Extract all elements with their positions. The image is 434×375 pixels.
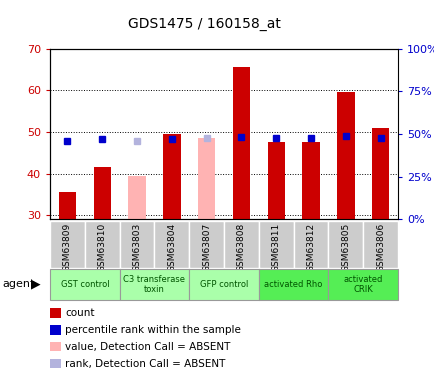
FancyBboxPatch shape <box>224 221 258 268</box>
Text: count: count <box>65 308 95 318</box>
Text: GDS1475 / 160158_at: GDS1475 / 160158_at <box>128 17 280 31</box>
FancyBboxPatch shape <box>50 269 119 300</box>
FancyBboxPatch shape <box>119 269 189 300</box>
FancyBboxPatch shape <box>85 221 119 268</box>
FancyBboxPatch shape <box>293 221 328 268</box>
Bar <box>371 128 388 219</box>
FancyBboxPatch shape <box>362 221 397 268</box>
FancyBboxPatch shape <box>50 221 85 268</box>
FancyBboxPatch shape <box>154 221 189 268</box>
FancyBboxPatch shape <box>189 221 224 268</box>
Text: value, Detection Call = ABSENT: value, Detection Call = ABSENT <box>65 342 230 352</box>
Text: rank, Detection Call = ABSENT: rank, Detection Call = ABSENT <box>65 359 225 369</box>
Text: GSM63808: GSM63808 <box>237 223 245 272</box>
FancyBboxPatch shape <box>189 269 258 300</box>
Text: percentile rank within the sample: percentile rank within the sample <box>65 325 240 335</box>
FancyBboxPatch shape <box>258 221 293 268</box>
Text: GSM63803: GSM63803 <box>132 223 141 272</box>
FancyBboxPatch shape <box>328 269 397 300</box>
Text: agent: agent <box>2 279 34 289</box>
Bar <box>336 93 354 219</box>
FancyBboxPatch shape <box>119 221 154 268</box>
Text: ▶: ▶ <box>31 278 41 291</box>
Bar <box>128 176 145 219</box>
Text: C3 transferase
toxin: C3 transferase toxin <box>123 275 185 294</box>
Text: GST control: GST control <box>60 280 109 289</box>
Text: GSM63809: GSM63809 <box>63 223 72 272</box>
FancyBboxPatch shape <box>328 221 362 268</box>
Bar <box>59 192 76 219</box>
Text: GSM63811: GSM63811 <box>271 223 280 272</box>
Text: activated Rho: activated Rho <box>264 280 322 289</box>
Text: GSM63806: GSM63806 <box>375 223 384 272</box>
Text: activated
CRIK: activated CRIK <box>343 275 382 294</box>
FancyBboxPatch shape <box>258 269 328 300</box>
Bar <box>267 142 284 219</box>
Bar <box>302 142 319 219</box>
Bar <box>163 134 180 219</box>
Text: GFP control: GFP control <box>199 280 248 289</box>
Text: GSM63810: GSM63810 <box>98 223 106 272</box>
Bar <box>93 167 111 219</box>
Text: GSM63807: GSM63807 <box>202 223 210 272</box>
Bar <box>232 68 250 219</box>
Text: GSM63804: GSM63804 <box>167 223 176 272</box>
Text: GSM63805: GSM63805 <box>341 223 349 272</box>
Text: GSM63812: GSM63812 <box>306 223 315 272</box>
Bar <box>197 138 215 219</box>
